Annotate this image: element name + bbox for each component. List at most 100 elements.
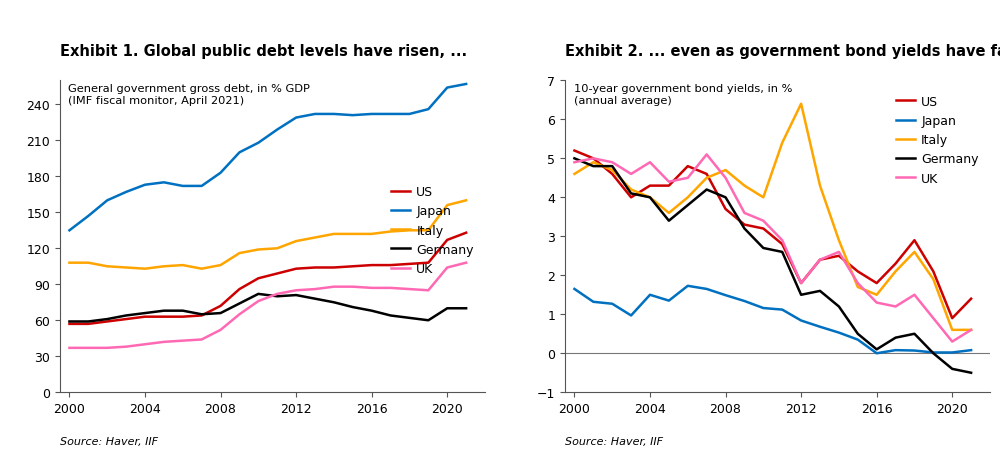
Japan [720, 293, 732, 298]
Japan [139, 183, 151, 188]
Germany [158, 308, 170, 314]
UK [82, 345, 94, 351]
Japan [309, 112, 321, 117]
Italy [663, 211, 675, 216]
Japan [908, 348, 920, 354]
Italy [814, 184, 826, 189]
Japan [233, 150, 245, 156]
UK [644, 160, 656, 166]
Text: Exhibit 2. ... even as government bond yields have fallen.: Exhibit 2. ... even as government bond y… [565, 44, 1000, 59]
Japan [158, 180, 170, 186]
US [366, 263, 378, 268]
UK [965, 327, 977, 333]
Germany [833, 304, 845, 309]
Italy [63, 260, 75, 266]
US [606, 172, 618, 177]
Germany [663, 218, 675, 224]
Italy [328, 232, 340, 237]
Italy [120, 265, 132, 271]
US [120, 317, 132, 322]
UK [757, 218, 769, 224]
Italy [139, 267, 151, 272]
Germany [890, 335, 902, 341]
Japan [644, 292, 656, 298]
Germany [738, 226, 750, 232]
Germany [946, 366, 958, 372]
Japan [252, 141, 264, 146]
Germany [776, 249, 788, 255]
Italy [946, 327, 958, 333]
Germany [908, 331, 920, 337]
Italy [757, 195, 769, 201]
Germany [271, 294, 283, 299]
UK [682, 176, 694, 181]
Italy [403, 228, 415, 234]
US [63, 322, 75, 327]
Germany [63, 319, 75, 324]
US [196, 313, 208, 318]
US [795, 281, 807, 286]
Line: Germany: Germany [574, 159, 971, 373]
UK [120, 344, 132, 350]
UK [814, 258, 826, 263]
Germany [720, 195, 732, 201]
UK [908, 292, 920, 298]
Italy [215, 263, 227, 268]
Italy [460, 198, 472, 203]
Germany [568, 156, 580, 161]
US [644, 184, 656, 189]
Japan [852, 337, 864, 343]
UK [776, 238, 788, 244]
Japan [701, 286, 713, 292]
US [682, 164, 694, 170]
UK [720, 176, 732, 181]
Italy [347, 232, 359, 237]
UK [701, 152, 713, 158]
US [757, 226, 769, 232]
Germany [101, 317, 113, 322]
Germany [347, 305, 359, 310]
Japan [271, 128, 283, 133]
US [701, 172, 713, 177]
UK [625, 172, 637, 177]
Legend: US, Japan, Italy, Germany, UK: US, Japan, Italy, Germany, UK [386, 181, 479, 281]
Japan [625, 313, 637, 318]
Germany [682, 203, 694, 208]
Italy [833, 238, 845, 244]
US [441, 238, 453, 243]
Japan [403, 112, 415, 117]
US [290, 267, 302, 272]
Italy [795, 102, 807, 107]
US [139, 314, 151, 320]
Text: General government gross debt, in % GDP
(IMF fiscal monitor, April 2021): General government gross debt, in % GDP … [68, 84, 310, 106]
Japan [833, 330, 845, 336]
US [328, 265, 340, 271]
Italy [776, 141, 788, 146]
Japan [965, 348, 977, 353]
UK [309, 287, 321, 292]
Italy [196, 267, 208, 272]
Italy [587, 160, 599, 166]
US [385, 263, 397, 268]
Germany [139, 311, 151, 316]
Japan [606, 301, 618, 307]
UK [252, 299, 264, 304]
US [833, 253, 845, 259]
Japan [568, 286, 580, 292]
Line: Japan: Japan [574, 286, 971, 354]
Germany [422, 318, 434, 323]
Japan [757, 306, 769, 311]
US [309, 265, 321, 271]
Japan [328, 112, 340, 117]
UK [347, 284, 359, 290]
US [776, 242, 788, 247]
Japan [814, 324, 826, 330]
Germany [927, 351, 939, 356]
UK [290, 288, 302, 293]
Italy [606, 168, 618, 173]
Italy [101, 264, 113, 269]
UK [568, 160, 580, 166]
Germany [328, 300, 340, 305]
UK [871, 300, 883, 306]
US [890, 261, 902, 267]
